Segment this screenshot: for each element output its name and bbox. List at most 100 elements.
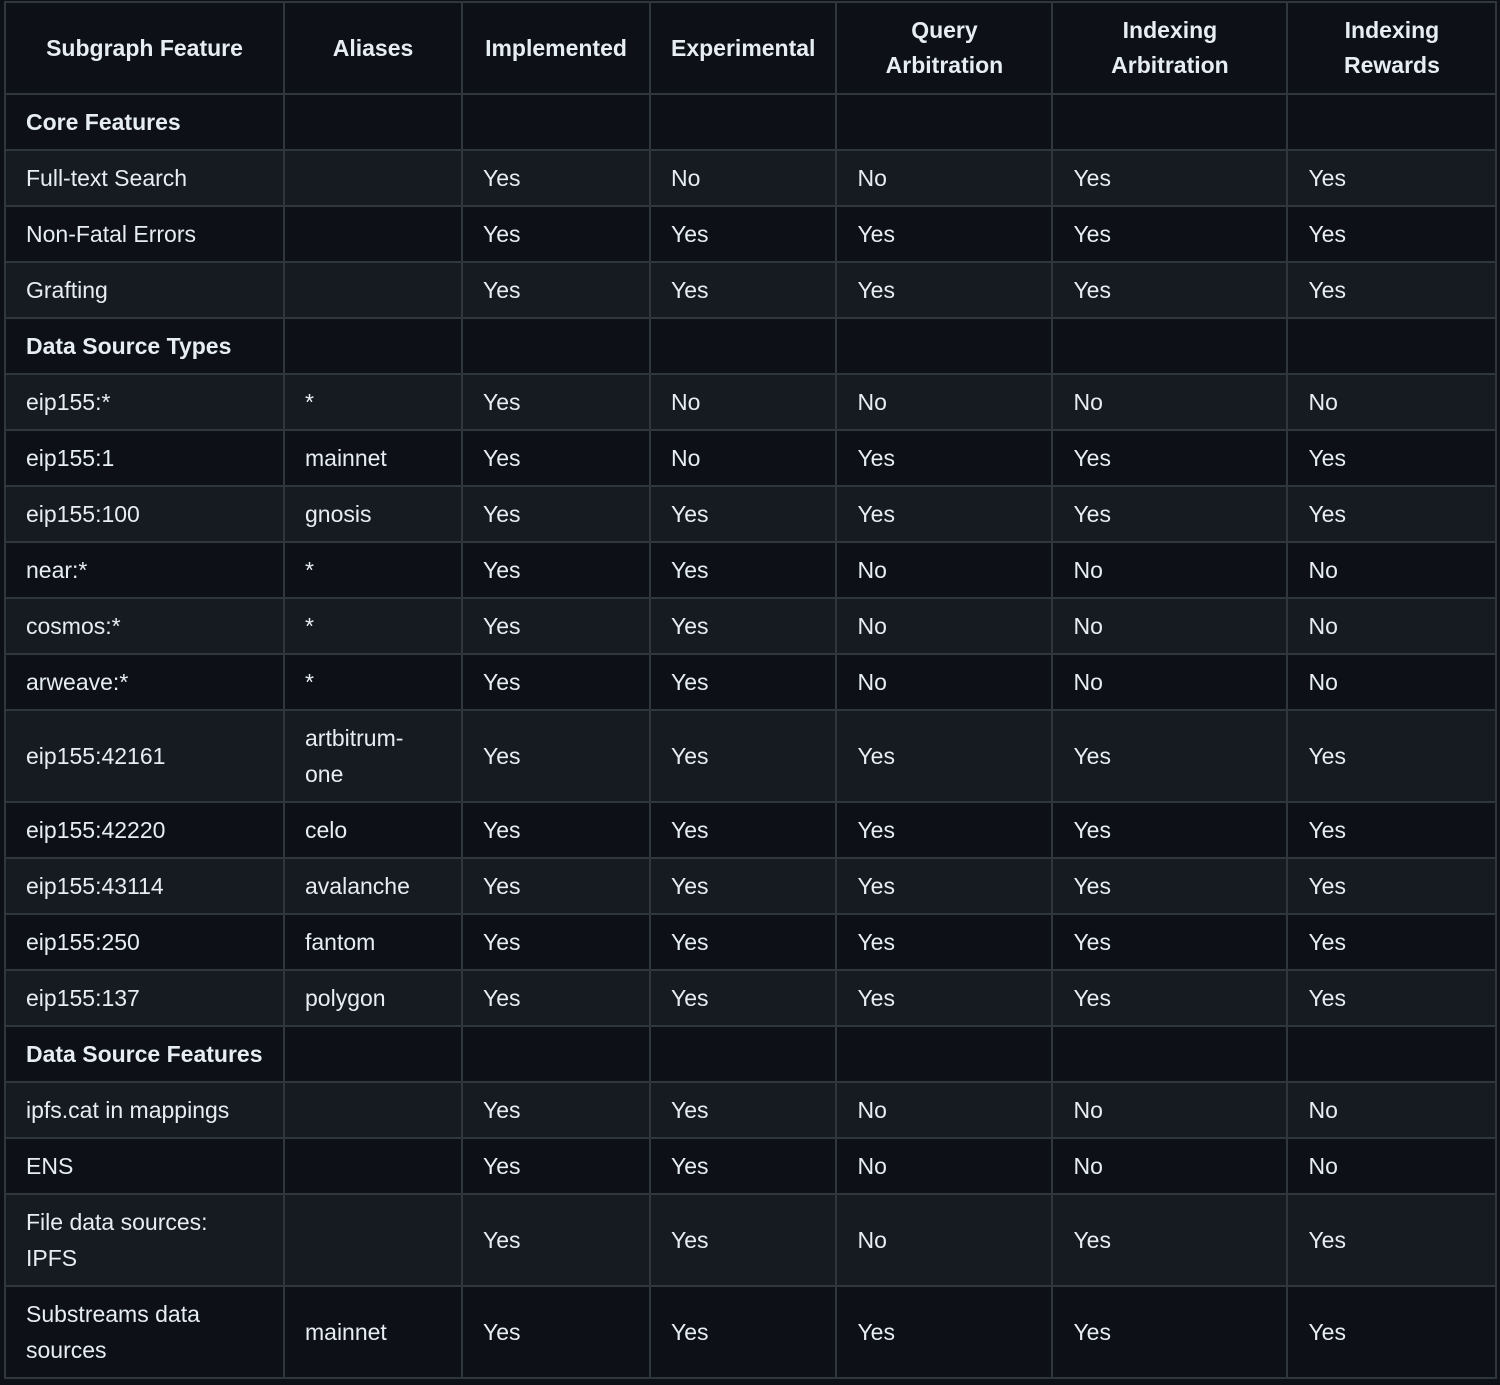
cell-experimental: Yes bbox=[648, 653, 838, 711]
cell-feature: Non-Fatal Errors bbox=[4, 205, 285, 263]
cell-indexing-rewards: Yes bbox=[1286, 149, 1498, 207]
cell-indexing-rewards: No bbox=[1286, 597, 1498, 655]
table-body: Core Features Full-text Search Yes No No Yes Y… bbox=[4, 93, 1498, 1379]
cell-query-arbitration bbox=[835, 1025, 1054, 1083]
table-row: ENS Yes Yes No No No bbox=[4, 1137, 1498, 1195]
cell-indexing-rewards: Yes bbox=[1286, 429, 1498, 487]
cell-experimental: Yes bbox=[648, 541, 838, 599]
cell-implemented bbox=[461, 1025, 651, 1083]
table-row: eip155:42161 artbitrum-one Yes Yes Yes Yes Yes bbox=[4, 709, 1498, 803]
cell-indexing-rewards: No bbox=[1286, 653, 1498, 711]
cell-implemented: Yes bbox=[461, 373, 651, 431]
column-header-aliases: Aliases bbox=[283, 1, 463, 95]
cell-feature: Grafting bbox=[4, 261, 285, 319]
cell-feature: eip155:43114 bbox=[4, 857, 285, 915]
cell-implemented: Yes bbox=[461, 801, 651, 859]
column-header-indexing-rewards: Indexing Rewards bbox=[1286, 1, 1498, 95]
column-header-query-arbitration: Query Arbitration bbox=[835, 1, 1054, 95]
cell-indexing-arbitration: Yes bbox=[1051, 913, 1289, 971]
cell-feature: eip155:* bbox=[4, 373, 285, 431]
cell-indexing-arbitration: No bbox=[1051, 541, 1289, 599]
cell-implemented: Yes bbox=[461, 485, 651, 543]
cell-aliases bbox=[283, 317, 463, 375]
cell-indexing-arbitration: Yes bbox=[1051, 149, 1289, 207]
cell-indexing-arbitration: Yes bbox=[1051, 969, 1289, 1027]
cell-aliases: * bbox=[283, 373, 463, 431]
cell-indexing-rewards: No bbox=[1286, 1081, 1498, 1139]
cell-feature: near:* bbox=[4, 541, 285, 599]
column-header-experimental: Experimental bbox=[648, 1, 838, 95]
cell-experimental: Yes bbox=[648, 801, 838, 859]
cell-query-arbitration: No bbox=[835, 149, 1054, 207]
section-heading: Data Source Types bbox=[4, 317, 285, 375]
cell-feature: File data sources: IPFS bbox=[4, 1193, 285, 1287]
cell-indexing-arbitration: No bbox=[1051, 1081, 1289, 1139]
cell-experimental bbox=[648, 317, 838, 375]
cell-query-arbitration: Yes bbox=[835, 969, 1054, 1027]
table-row: eip155:42220 celo Yes Yes Yes Yes Yes bbox=[4, 801, 1498, 859]
cell-experimental: Yes bbox=[648, 1193, 838, 1287]
cell-aliases: gnosis bbox=[283, 485, 463, 543]
cell-indexing-rewards: Yes bbox=[1286, 857, 1498, 915]
cell-feature: Full-text Search bbox=[4, 149, 285, 207]
cell-aliases: celo bbox=[283, 801, 463, 859]
cell-implemented: Yes bbox=[461, 913, 651, 971]
cell-aliases: * bbox=[283, 597, 463, 655]
cell-feature: ipfs.cat in mappings bbox=[4, 1081, 285, 1139]
cell-indexing-arbitration: Yes bbox=[1051, 205, 1289, 263]
cell-feature: ENS bbox=[4, 1137, 285, 1195]
cell-implemented: Yes bbox=[461, 857, 651, 915]
cell-indexing-arbitration: No bbox=[1051, 373, 1289, 431]
cell-aliases: * bbox=[283, 653, 463, 711]
cell-implemented: Yes bbox=[461, 429, 651, 487]
cell-indexing-arbitration: Yes bbox=[1051, 485, 1289, 543]
cell-indexing-rewards: Yes bbox=[1286, 261, 1498, 319]
cell-query-arbitration: No bbox=[835, 1137, 1054, 1195]
table-row: cosmos:* * Yes Yes No No No bbox=[4, 597, 1498, 655]
cell-query-arbitration bbox=[835, 317, 1054, 375]
cell-experimental: No bbox=[648, 429, 838, 487]
table-row: eip155:* * Yes No No No No bbox=[4, 373, 1498, 431]
cell-indexing-arbitration: Yes bbox=[1051, 1193, 1289, 1287]
cell-implemented bbox=[461, 317, 651, 375]
cell-implemented: Yes bbox=[461, 1081, 651, 1139]
table-row: Full-text Search Yes No No Yes Yes bbox=[4, 149, 1498, 207]
cell-indexing-rewards: Yes bbox=[1286, 801, 1498, 859]
cell-experimental: Yes bbox=[648, 709, 838, 803]
cell-indexing-rewards: Yes bbox=[1286, 709, 1498, 803]
table-row: Substreams data sources mainnet Yes Yes Yes Y… bbox=[4, 1285, 1498, 1379]
cell-experimental: Yes bbox=[648, 1137, 838, 1195]
cell-indexing-arbitration: No bbox=[1051, 1137, 1289, 1195]
table-row: arweave:* * Yes Yes No No No bbox=[4, 653, 1498, 711]
cell-query-arbitration: No bbox=[835, 1193, 1054, 1287]
cell-aliases: polygon bbox=[283, 969, 463, 1027]
cell-indexing-arbitration: Yes bbox=[1051, 709, 1289, 803]
cell-feature: eip155:42220 bbox=[4, 801, 285, 859]
section-row: Data Source Features bbox=[4, 1025, 1498, 1083]
cell-aliases: mainnet bbox=[283, 1285, 463, 1379]
table-row: Grafting Yes Yes Yes Yes Yes bbox=[4, 261, 1498, 319]
table-header: Subgraph Feature Aliases Implemented Experi… bbox=[4, 1, 1498, 95]
cell-aliases bbox=[283, 205, 463, 263]
cell-aliases bbox=[283, 149, 463, 207]
cell-feature: eip155:100 bbox=[4, 485, 285, 543]
cell-aliases: mainnet bbox=[283, 429, 463, 487]
cell-aliases: avalanche bbox=[283, 857, 463, 915]
cell-implemented: Yes bbox=[461, 597, 651, 655]
column-header-indexing-arbitration: Indexing Arbitration bbox=[1051, 1, 1289, 95]
header-row: Subgraph Feature Aliases Implemented Experi… bbox=[4, 1, 1498, 95]
cell-indexing-rewards: Yes bbox=[1286, 205, 1498, 263]
table-row: near:* * Yes Yes No No No bbox=[4, 541, 1498, 599]
cell-indexing-rewards: Yes bbox=[1286, 969, 1498, 1027]
cell-indexing-arbitration bbox=[1051, 93, 1289, 151]
cell-feature: eip155:42161 bbox=[4, 709, 285, 803]
table-row: eip155:250 fantom Yes Yes Yes Yes Yes bbox=[4, 913, 1498, 971]
cell-experimental bbox=[648, 1025, 838, 1083]
cell-implemented: Yes bbox=[461, 969, 651, 1027]
cell-indexing-rewards: Yes bbox=[1286, 1193, 1498, 1287]
section-row: Core Features bbox=[4, 93, 1498, 151]
cell-indexing-rewards: No bbox=[1286, 1137, 1498, 1195]
table-row: eip155:137 polygon Yes Yes Yes Yes Yes bbox=[4, 969, 1498, 1027]
cell-implemented: Yes bbox=[461, 1193, 651, 1287]
cell-feature: eip155:1 bbox=[4, 429, 285, 487]
